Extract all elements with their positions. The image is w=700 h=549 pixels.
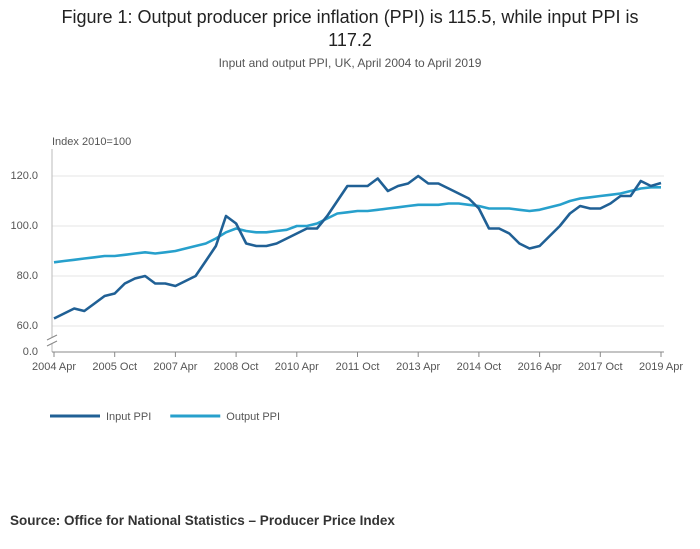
x-tick-label: 2013 Apr — [396, 361, 440, 373]
line-series — [53, 174, 662, 320]
x-tick-label: 2005 Oct — [92, 361, 137, 373]
x-tick-label: 2010 Apr — [275, 361, 319, 373]
chart-subtitle: Input and output PPI, UK, April 2004 to … — [218, 56, 482, 70]
y-tick-label: 120.0 — [10, 170, 38, 182]
x-tick-label: 2011 Oct — [336, 361, 380, 373]
legend-label: Input PPI — [106, 411, 151, 423]
x-tick-label: 2008 Oct — [214, 361, 259, 373]
y-tick-label: 80.0 — [17, 270, 38, 282]
axis-break — [46, 334, 58, 341]
x-tick-label: 2014 Oct — [457, 361, 502, 373]
chart-title: Figure 1: Output producer price inflatio… — [61, 7, 639, 50]
x-tick-label: 2017 Oct — [578, 361, 623, 373]
x-tick-label: 2019 Apr — [639, 361, 683, 373]
axis-break — [46, 340, 58, 347]
line-series — [53, 186, 661, 264]
x-tick-label: 2016 Apr — [518, 361, 562, 373]
y-tick-label: 60.0 — [17, 320, 38, 332]
legend-label: Output PPI — [226, 411, 280, 423]
y-axis-label: Index 2010=100 — [52, 136, 131, 148]
x-tick-label: 2007 Apr — [153, 361, 197, 373]
y-tick-label: 100.0 — [10, 220, 38, 232]
source-note: Source: Office for National Statistics –… — [10, 513, 395, 528]
x-tick-label: 2004 Apr — [32, 361, 76, 373]
y-tick-label: 0.0 — [23, 346, 38, 358]
